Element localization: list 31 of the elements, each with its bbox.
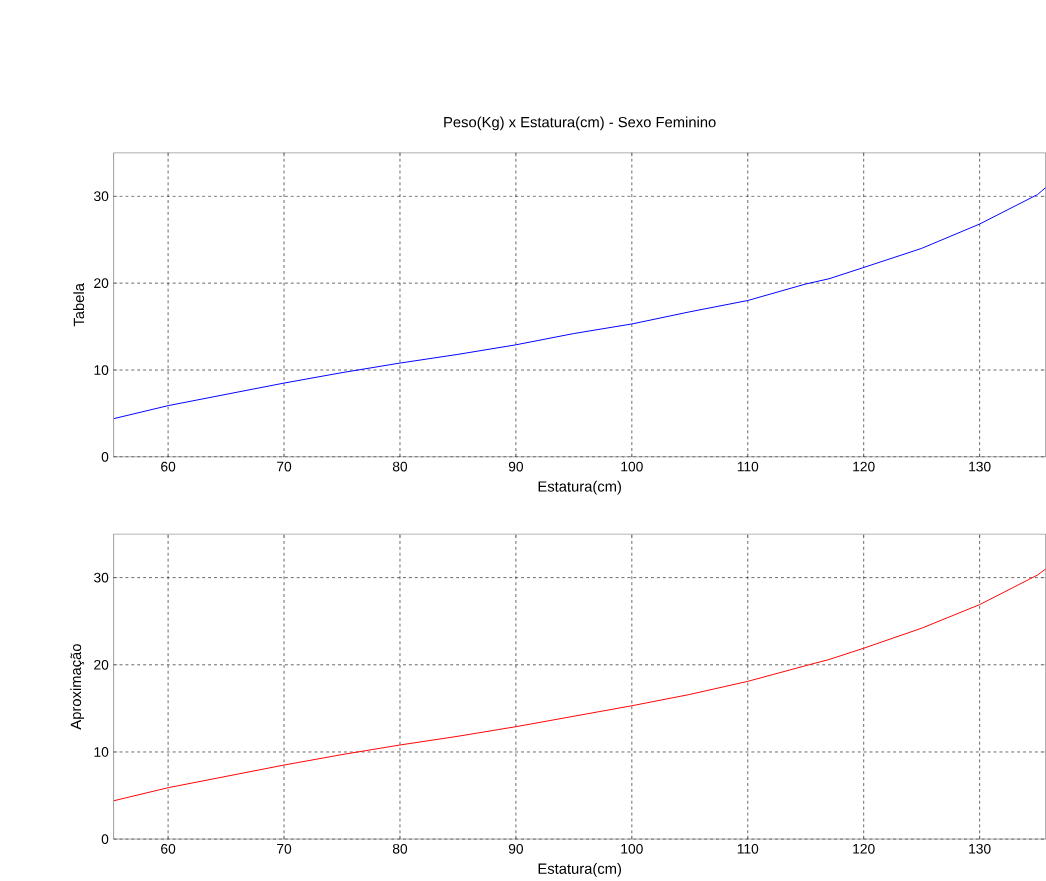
y-axis-title: Aproximação	[70, 643, 85, 730]
x-tick-label: 70	[277, 461, 292, 472]
x-tick-label: 70	[277, 843, 292, 854]
x-tick-label: 60	[161, 461, 176, 472]
x-axis-title: Estatura(cm)	[538, 480, 621, 495]
line-series	[113, 568, 1046, 802]
y-axis-title: Tabela	[73, 282, 85, 327]
x-axis-title: Estatura(cm)	[538, 862, 621, 877]
y-tick-label: 10	[94, 364, 109, 375]
x-tick-label: 90	[508, 461, 524, 472]
y-tick-label: 30	[94, 572, 109, 583]
x-tick-label: 120	[853, 843, 875, 854]
x-tick-label: 100	[621, 461, 643, 472]
line-series	[113, 186, 1046, 419]
y-tick-label: 20	[94, 278, 109, 288]
y-tick-label: 20	[94, 659, 109, 670]
x-tick-label: 120	[853, 461, 875, 472]
x-tick-label: 90	[508, 843, 524, 854]
y-tick-label: 30	[94, 191, 109, 201]
y-tick-label: 0	[101, 451, 109, 462]
x-tick-label: 110	[737, 461, 759, 472]
y-tick-label: 10	[94, 746, 109, 757]
x-tick-label: 130	[969, 843, 991, 854]
x-tick-label: 130	[969, 461, 991, 472]
x-tick-label: 80	[392, 461, 408, 472]
y-tick-label: 0	[101, 834, 109, 844]
x-tick-label: 100	[621, 843, 643, 854]
x-tick-label: 60	[161, 843, 176, 854]
x-tick-label: 80	[392, 843, 408, 854]
x-tick-label: 110	[737, 843, 759, 854]
chart-title: Peso(Kg) x Estatura(cm) - Sexo Feminino	[444, 116, 716, 131]
